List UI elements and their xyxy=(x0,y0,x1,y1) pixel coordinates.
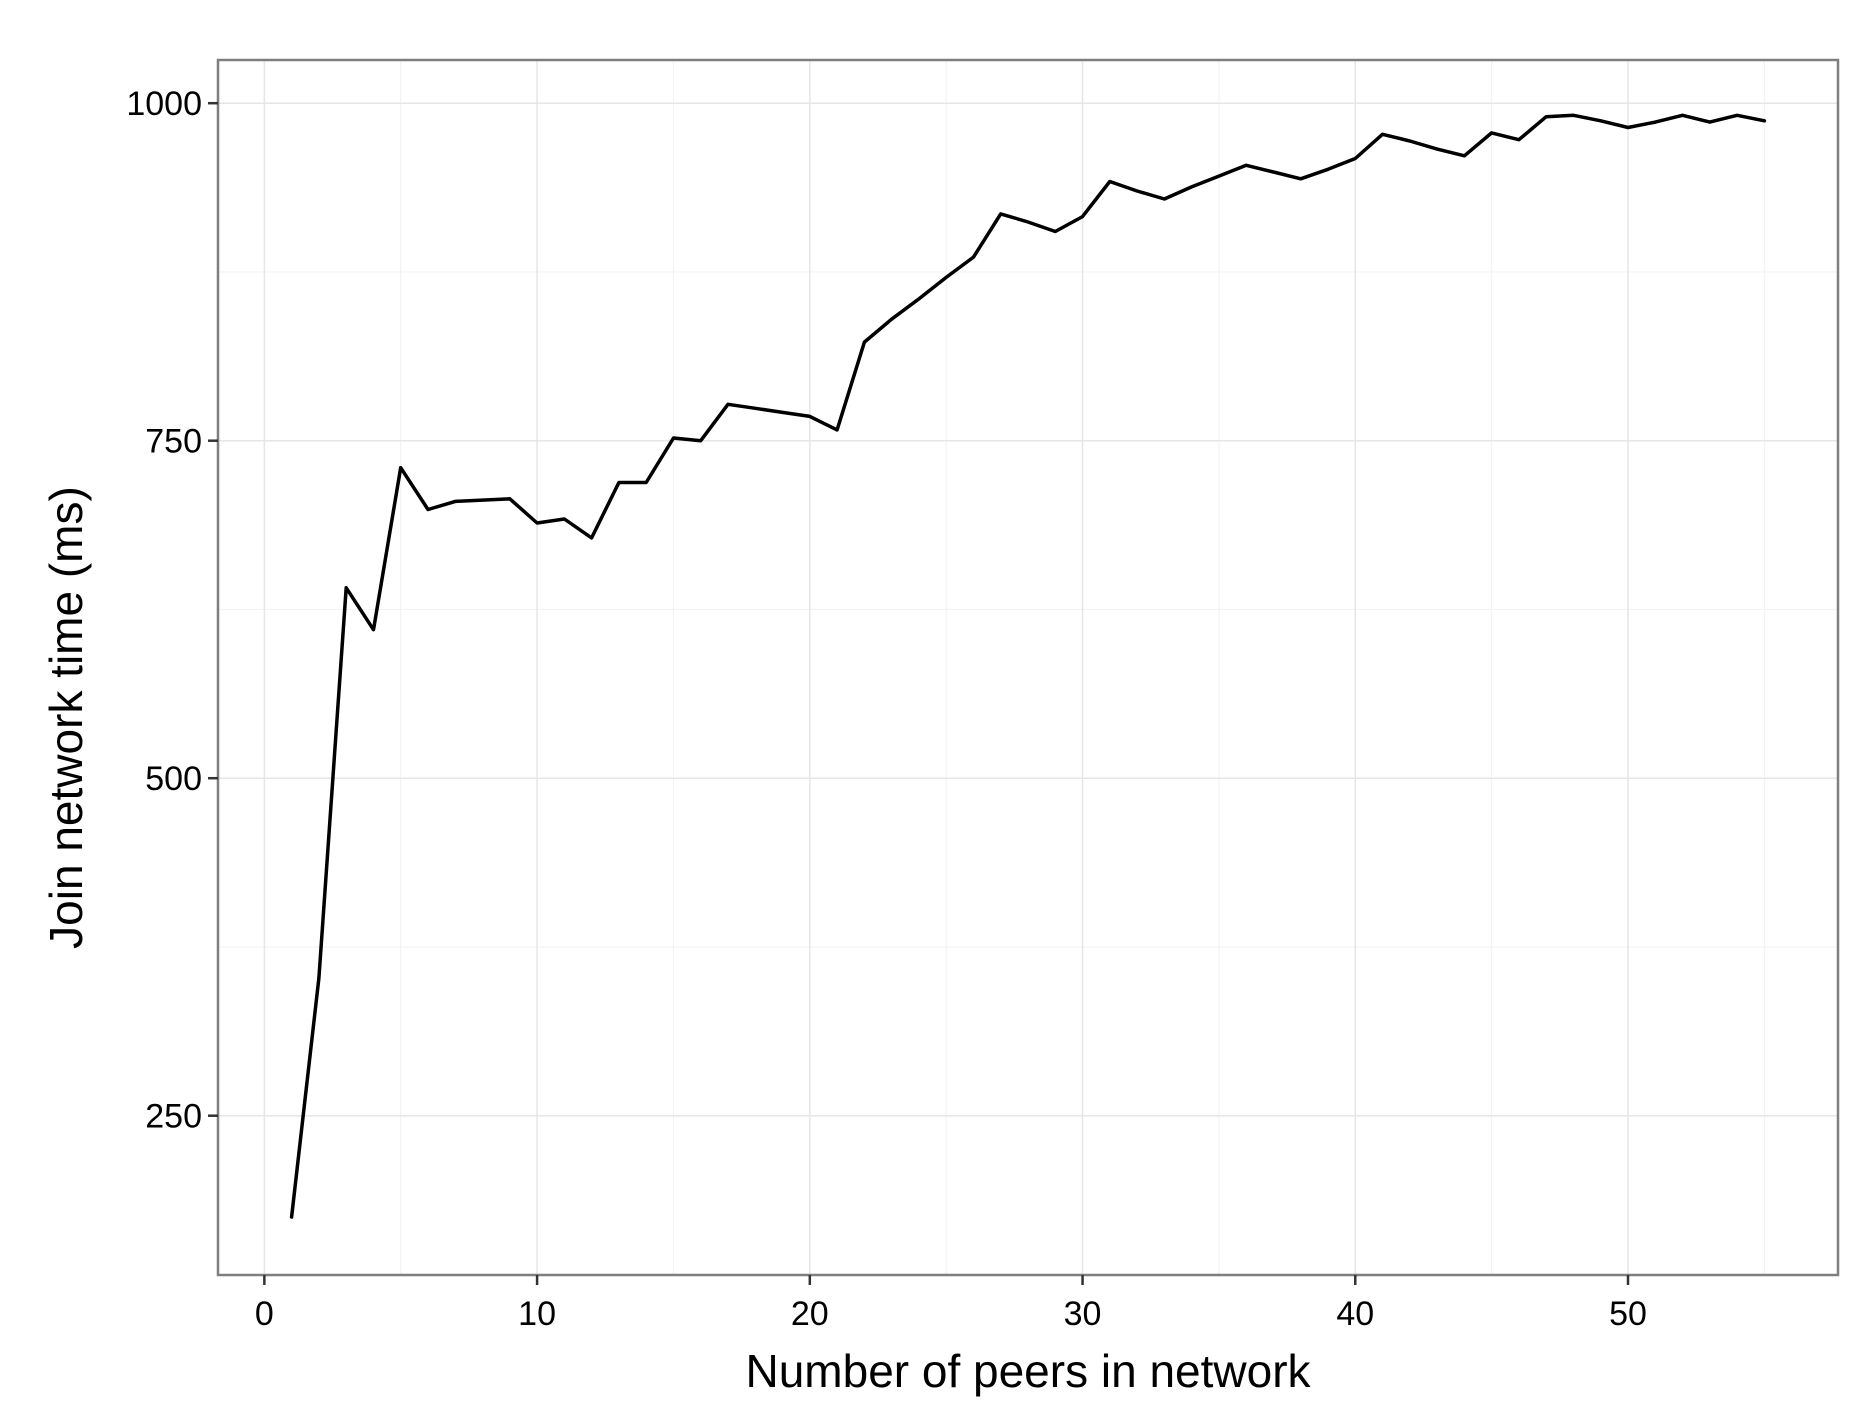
x-tick-label: 20 xyxy=(791,1295,829,1333)
y-axis-title: Join network time (ms) xyxy=(40,486,92,949)
panel-background xyxy=(218,60,1838,1275)
x-tick-label: 10 xyxy=(518,1295,556,1333)
series-line xyxy=(289,113,1767,1219)
y-tick-label: 250 xyxy=(145,1098,202,1136)
y-tick-label: 500 xyxy=(145,760,202,798)
panel-border xyxy=(216,58,1840,1277)
major-gridlines xyxy=(218,60,1838,1275)
x-tick-label: 0 xyxy=(255,1295,274,1333)
y-tick-label: 750 xyxy=(145,423,202,461)
plot-panel xyxy=(216,58,1840,1277)
x-tick-label: 30 xyxy=(1064,1295,1102,1333)
y-tick-label: 1000 xyxy=(126,85,202,123)
minor-gridlines xyxy=(218,60,1838,1275)
x-axis: 0 10 20 30 40 50 xyxy=(255,1275,1647,1333)
y-axis: 250 500 750 1000 xyxy=(126,85,218,1136)
x-tick-label: 50 xyxy=(1609,1295,1647,1333)
x-axis-title: Number of peers in network xyxy=(745,1345,1311,1397)
x-tick-label: 40 xyxy=(1336,1295,1374,1333)
